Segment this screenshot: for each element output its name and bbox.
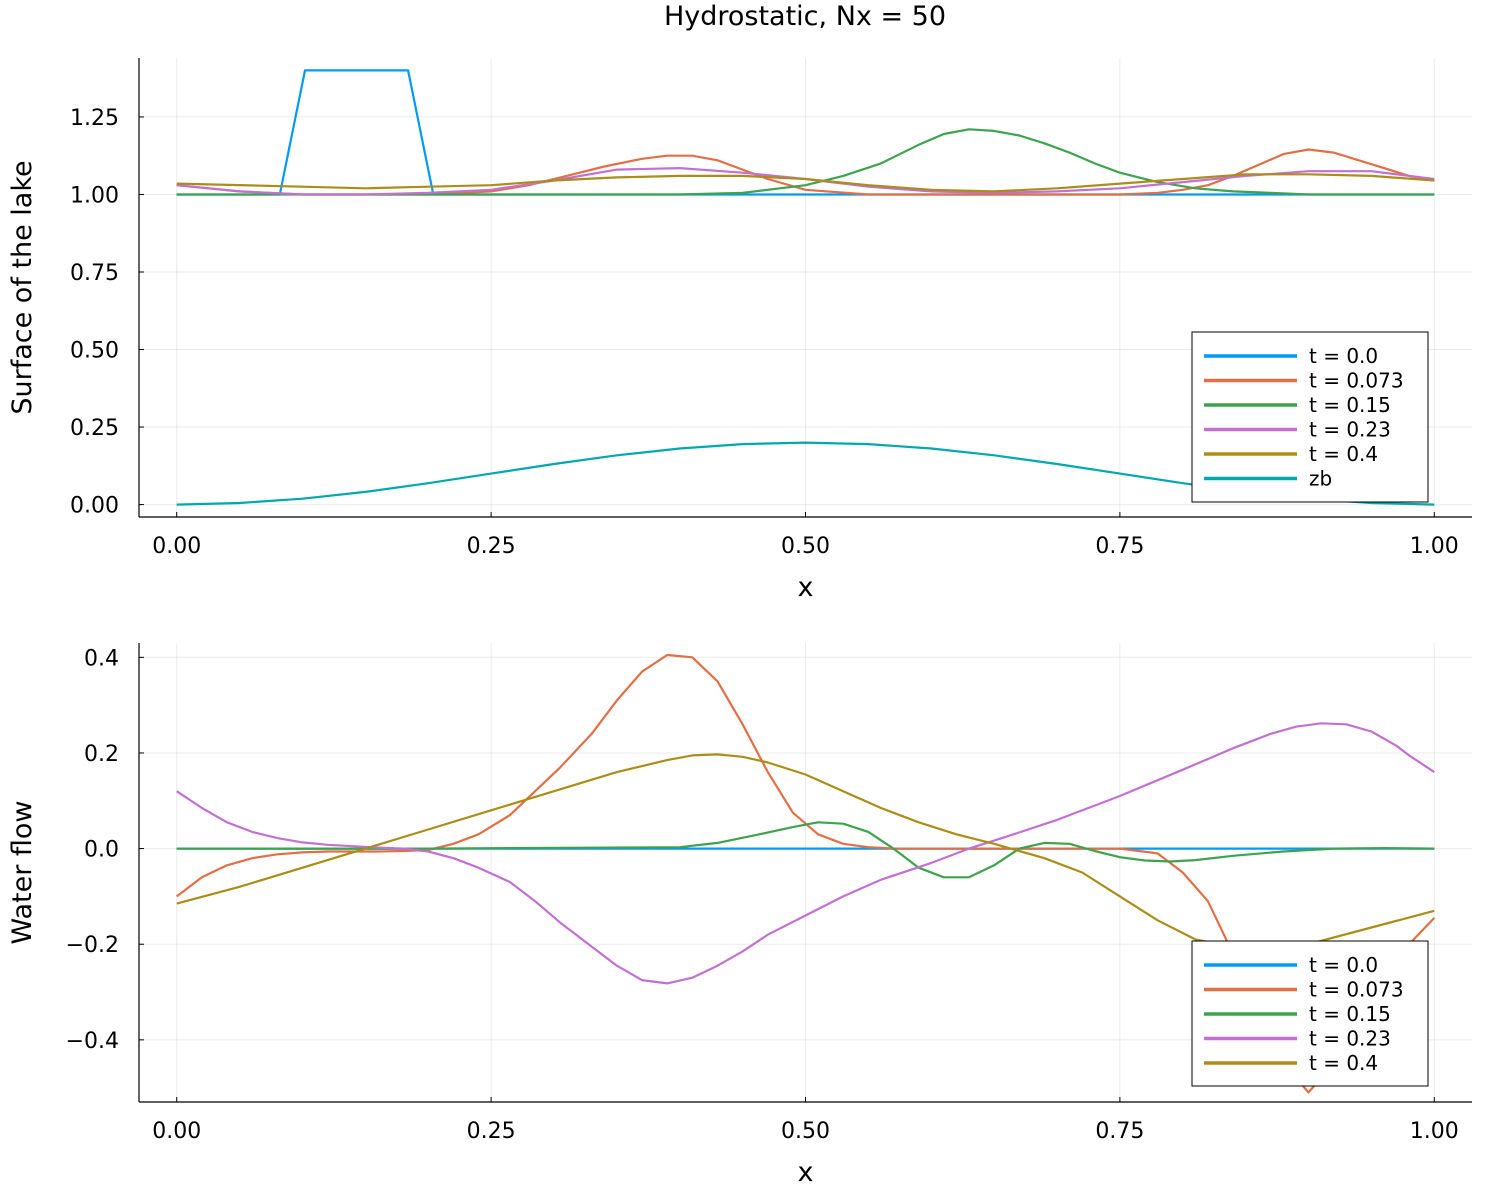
legend-label-2: t = 0.15 [1309,1002,1391,1026]
x-tick-label: 0.25 [467,534,516,559]
x-tick-label: 0.75 [1095,1119,1144,1144]
surface-plot: 0.00 0.25 0.50 0.75 1.00 0.00 0.25 0.50 0.75 1.00… [7,58,1472,603]
figure-title: Hydrostatic, Nx = 50 [664,1,946,32]
x-axis-label: x [798,572,814,603]
series-line-2 [176,821,1435,879]
series-line-4 [176,753,1435,951]
x-tick-label: 0.25 [467,1119,516,1144]
legend-label-5: zb [1309,467,1332,491]
y-tick-label: 0.0 [84,838,119,863]
legend-label-4: t = 0.4 [1309,442,1378,466]
y-tick-label: −0.4 [66,1029,119,1054]
legend-label-3: t = 0.23 [1309,1027,1391,1051]
x-tick-label: 0.75 [1095,534,1144,559]
y-tick-label: 1.25 [70,106,119,131]
x-tick-label: 0.50 [781,1119,830,1144]
y-tick-label: 0.00 [70,494,119,519]
y-tick-label: 0.50 [70,339,119,364]
series-line-3 [176,722,1435,985]
legend-label-2: t = 0.15 [1309,393,1391,417]
legend-label-0: t = 0.0 [1309,344,1378,368]
x-tick-label: 1.00 [1410,1119,1459,1144]
series-line-1 [176,148,1435,196]
x-tick-label: 0.50 [781,534,830,559]
y-tick-label: 1.00 [70,183,119,208]
x-tick-label: 0.00 [152,534,201,559]
legend-label-0: t = 0.0 [1309,953,1378,977]
x-axis-label: x [798,1157,814,1188]
y-tick-label: 0.75 [70,261,119,286]
legend-box [1191,331,1429,503]
x-tick-label: 0.00 [152,1119,201,1144]
legend-label-3: t = 0.23 [1309,418,1391,442]
series-line-4 [176,173,1435,193]
series-line-2 [176,128,1435,196]
legend-label-1: t = 0.073 [1309,369,1404,393]
x-tick-label: 1.00 [1410,534,1459,559]
legend-label-4: t = 0.4 [1309,1051,1378,1075]
y-tick-label: 0.25 [70,416,119,441]
water-flow-plot: 0.00 0.25 0.50 0.75 1.00 −0.4 −0.2 0.0 0.2 0.4 x Wa… [7,643,1472,1188]
y-tick-label: 0.2 [84,742,119,767]
y-axis-label: Surface of the lake [7,160,38,414]
y-tick-label: −0.2 [66,933,119,958]
y-axis-label: Water flow [7,800,38,944]
legend-label-1: t = 0.073 [1309,978,1404,1002]
y-tick-label: 0.4 [84,646,119,671]
